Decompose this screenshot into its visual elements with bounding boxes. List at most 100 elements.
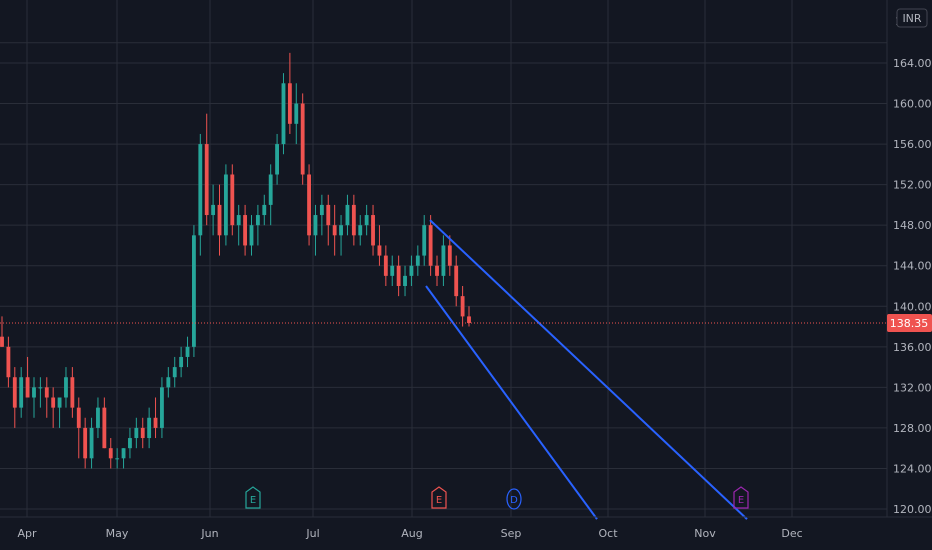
candle-body (166, 377, 171, 388)
candle-body (191, 235, 196, 347)
x-tick-label: Jun (200, 527, 218, 540)
candle-body (428, 225, 433, 266)
candle-body (230, 174, 235, 226)
candle-body (275, 144, 280, 175)
event-marker-earnings_first: E (245, 486, 261, 509)
candle-body (332, 225, 337, 236)
currency-button[interactable]: INR (896, 8, 928, 28)
candle-body (351, 204, 356, 236)
last-price-badge-bg (887, 313, 932, 332)
event-marker-earnings_past: E (431, 486, 447, 509)
y-tick-label: 128.00 (893, 422, 932, 435)
y-tick-label: 164.00 (893, 57, 932, 70)
candle-body (358, 225, 363, 236)
x-tick-label: Apr (17, 527, 37, 540)
y-tick-label: 132.00 (893, 381, 932, 394)
candle-body (217, 204, 222, 236)
candle-body (57, 397, 62, 408)
candle-body (345, 204, 350, 226)
candle-body (121, 448, 126, 459)
event-marker-label: E (738, 495, 744, 506)
candle-body (223, 174, 228, 236)
candle-body (32, 387, 36, 398)
trend-line (425, 285, 598, 520)
candle-body (19, 377, 24, 408)
y-tick-label: 148.00 (893, 219, 932, 232)
candle-body (51, 397, 56, 408)
candle-body (460, 296, 465, 317)
x-tick-label: Aug (401, 527, 422, 540)
x-tick-label: Dec (781, 527, 802, 540)
candle-body (339, 225, 343, 236)
candle-body (64, 377, 68, 398)
y-tick-label: 140.00 (893, 300, 932, 313)
trendlines[interactable] (425, 219, 748, 520)
candle-body (44, 387, 49, 398)
candle-body (102, 407, 107, 449)
candle-body (243, 215, 248, 246)
candle-body (364, 215, 369, 226)
y-tick-label: 144.00 (893, 260, 932, 273)
candle-body (371, 215, 375, 246)
candle-body (422, 225, 427, 256)
earnings-marker-shape (733, 486, 749, 509)
event-marker-earnings_future: E (733, 486, 749, 509)
candle-body (415, 255, 420, 266)
candle-body (281, 83, 286, 145)
candle-body (319, 204, 324, 216)
candle-body (83, 427, 88, 459)
candle-body (38, 387, 43, 389)
candle-body (441, 245, 446, 276)
candle-body (160, 387, 164, 428)
event-marker-label: D (510, 495, 518, 506)
candle-body (204, 144, 209, 216)
candle-body (377, 245, 382, 256)
candle-body (403, 275, 407, 286)
candle-body (409, 265, 414, 276)
candle-body (198, 144, 203, 236)
event-marker-dividend: D (506, 488, 522, 510)
currency-button-label: INR (902, 12, 921, 25)
x-tick-label: Sep (501, 527, 522, 540)
candle-body (268, 174, 273, 205)
candle-body (0, 336, 4, 347)
candle-body (115, 458, 120, 460)
candles (0, 52, 471, 469)
price-axis[interactable]: 120.00 124.00 128.00 132.00 136.00 140.00 144.… (893, 57, 932, 516)
candle-body (236, 215, 241, 226)
candle-body (313, 215, 318, 236)
last-price-badge: 138.35 (887, 313, 932, 332)
candle-body (179, 356, 184, 368)
event-marker-label: E (250, 495, 256, 506)
candle-body (172, 367, 177, 378)
candle-body (89, 427, 94, 459)
x-tick-label: May (106, 527, 129, 540)
candle-body (128, 438, 132, 449)
time-axis[interactable]: Apr May Jun Jul Aug Sep Oct Nov Dec (17, 527, 802, 540)
candle-body (454, 265, 459, 297)
candle-body (396, 265, 401, 286)
candle-body (6, 346, 11, 378)
candle-body (96, 407, 100, 428)
candle-body (383, 255, 388, 276)
y-tick-label: 120.00 (893, 503, 932, 516)
y-tick-label: 160.00 (893, 98, 932, 111)
earnings-marker-shape (245, 486, 261, 509)
candle-body (294, 103, 299, 124)
candle-body (12, 377, 17, 408)
candle-body (255, 215, 260, 226)
candle-body (76, 407, 81, 428)
y-tick-label: 156.00 (893, 138, 932, 151)
candle-body (435, 265, 439, 276)
candle-body (467, 316, 471, 323)
candle-body (447, 245, 452, 266)
x-tick-label: Nov (694, 527, 716, 540)
x-tick-label: Jul (305, 527, 319, 540)
candle-body (249, 225, 254, 246)
candle-body (153, 417, 158, 428)
candle-body (25, 377, 30, 398)
candle-body (287, 83, 292, 124)
